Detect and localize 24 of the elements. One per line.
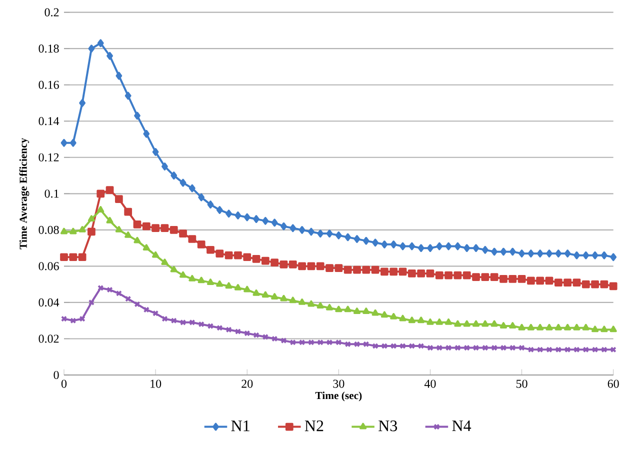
x-axis-title: Time (sec) — [315, 392, 362, 402]
legend-label: N1 — [231, 420, 250, 432]
x-tick-label: 0 — [61, 380, 67, 388]
y-tick-label: 0.16 — [38, 80, 59, 89]
y-axis-title: Time Average Efficiency — [19, 138, 30, 250]
y-tick-label: 0.06 — [38, 262, 59, 270]
y-tick-label: 0 — [54, 370, 59, 380]
x-tick-label: 60 — [608, 380, 619, 388]
y-tick-label: 0.2 — [44, 8, 59, 16]
x-tick-label: 20 — [242, 380, 253, 388]
y-tick-label: 0.14 — [38, 117, 60, 126]
legend-label: N4 — [452, 420, 472, 432]
y-tick-label: 0.02 — [38, 334, 59, 343]
y-tick-label: 0.08 — [38, 226, 59, 234]
y-tick-label: 0.12 — [38, 153, 59, 162]
x-tick-label: 30 — [333, 380, 344, 388]
y-tick-label: 0.1 — [44, 190, 59, 198]
legend-label: N3 — [378, 420, 398, 432]
y-tick-label: 0.18 — [38, 44, 59, 53]
y-tick-label: 0.04 — [38, 298, 60, 307]
x-tick-label: 40 — [424, 380, 436, 388]
x-tick-label: 50 — [516, 380, 528, 388]
x-tick-label: 10 — [150, 380, 162, 388]
legend-label: N2 — [304, 420, 324, 432]
